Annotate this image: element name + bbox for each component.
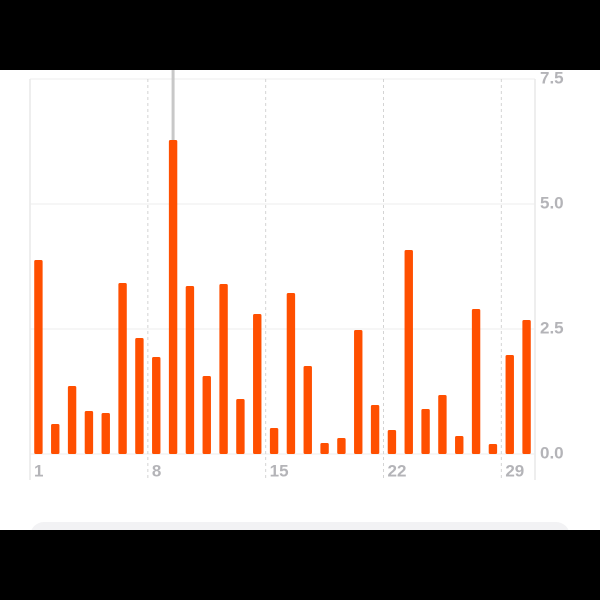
- bar: [253, 314, 262, 454]
- bar: [488, 444, 498, 454]
- bar: [303, 366, 312, 454]
- bar: [34, 260, 43, 454]
- bar: [455, 436, 464, 454]
- bar: [438, 395, 447, 454]
- bar: [269, 428, 279, 454]
- bar: [337, 438, 346, 454]
- bar: [185, 286, 195, 454]
- bar: [152, 357, 161, 454]
- bar: [219, 284, 228, 454]
- bar: [168, 140, 178, 454]
- bar: [522, 320, 531, 454]
- bar: [118, 283, 127, 454]
- bar: [67, 386, 77, 454]
- bar: [236, 399, 245, 454]
- x-tick-label: 15: [270, 461, 289, 480]
- bar: [84, 411, 94, 454]
- y-tick-label: 7.5: [540, 68, 564, 87]
- bar: [101, 413, 110, 454]
- bottom-bar: [0, 530, 600, 600]
- bar: [505, 355, 514, 454]
- bar: [404, 250, 413, 454]
- y-tick-label: 2.5: [540, 318, 564, 337]
- x-tick-label: 29: [505, 461, 524, 480]
- x-tick-label: 8: [152, 461, 161, 480]
- bar: [51, 424, 60, 454]
- y-tick-label: 5.0: [540, 193, 564, 212]
- bar: [387, 430, 397, 454]
- bar: [320, 443, 329, 454]
- bar: [135, 338, 144, 454]
- background: [0, 70, 600, 530]
- x-tick-label: 22: [388, 461, 407, 480]
- bar: [471, 309, 481, 454]
- bar: [202, 376, 211, 454]
- y-tick-label: 0.0: [540, 443, 564, 462]
- x-tick-label: 1: [34, 461, 43, 480]
- bar: [354, 330, 363, 454]
- bar: [286, 293, 296, 454]
- bar: [421, 409, 430, 454]
- bar: [370, 405, 380, 454]
